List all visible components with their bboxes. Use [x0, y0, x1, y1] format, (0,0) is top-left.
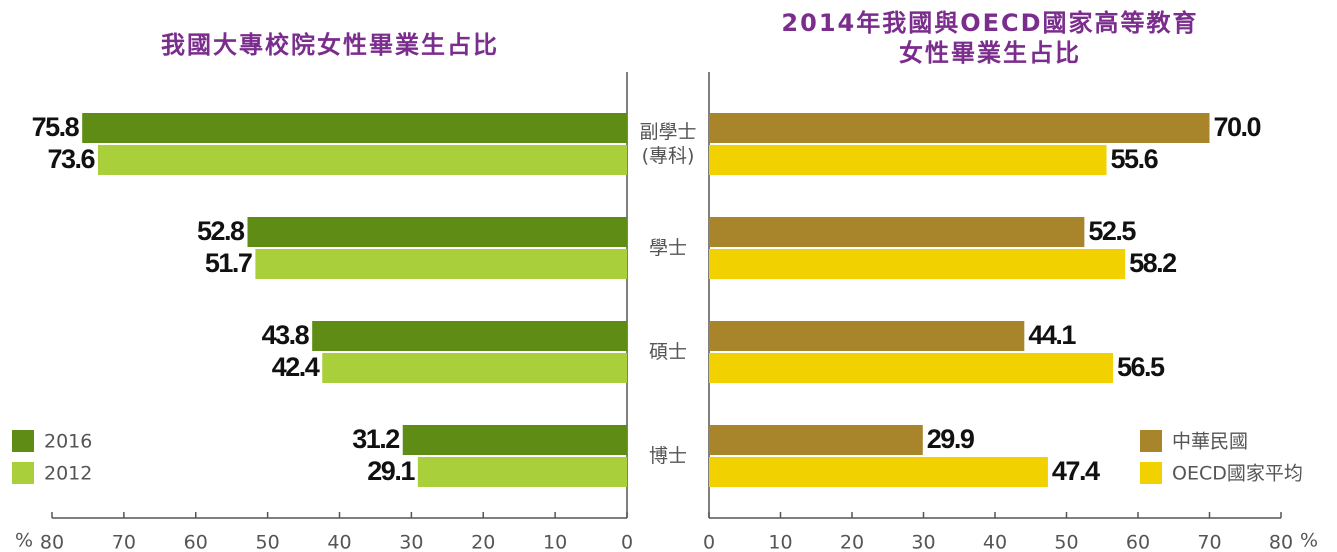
bar: [98, 145, 627, 175]
legend-label: OECD國家平均: [1172, 463, 1303, 485]
bar: [312, 321, 627, 351]
x-tick-label: 40: [327, 532, 351, 552]
data-label: 47.4: [1052, 456, 1100, 486]
bar: [322, 353, 627, 383]
x-tick-label: 60: [1126, 532, 1150, 552]
x-tick-label: 20: [840, 532, 864, 552]
bar: [82, 113, 627, 143]
category-label: 副學士 (專科): [639, 121, 697, 167]
data-label: 55.6: [1111, 144, 1159, 174]
legend-label: 2012: [44, 463, 92, 485]
category-label: 學士: [648, 237, 687, 259]
bar: [709, 217, 1085, 247]
chart-title: 我國大專校院女性畢業生占比: [161, 31, 499, 59]
data-label: 43.8: [262, 320, 310, 350]
bar: [709, 425, 923, 455]
x-tick-label: 80: [1269, 532, 1293, 552]
x-tick-label: 80: [40, 532, 64, 552]
bar: [709, 321, 1025, 351]
bar: [402, 425, 627, 455]
bar: [417, 457, 627, 487]
bar: [709, 249, 1126, 279]
x-tick-label: 50: [1054, 532, 1078, 552]
x-tick-label: 60: [184, 532, 208, 552]
x-tick-label: 30: [911, 532, 935, 552]
category-label: 博士: [648, 445, 687, 467]
x-tick-label: 50: [256, 532, 280, 552]
data-label: 51.7: [205, 248, 252, 278]
data-label: 29.9: [927, 424, 975, 454]
x-tick-label: 40: [983, 532, 1007, 552]
legend-swatch: [12, 462, 34, 484]
data-label: 56.5: [1117, 352, 1165, 382]
x-tick-label: 20: [471, 532, 495, 552]
chart-title: 2014年我國與OECD國家高等教育 女性畢業生占比: [781, 9, 1199, 67]
data-label: 70.0: [1214, 112, 1261, 142]
legend-swatch: [1140, 462, 1162, 484]
legend-swatch: [1140, 430, 1162, 452]
data-label: 75.8: [32, 112, 80, 142]
x-tick-label: 0: [621, 532, 633, 552]
x-tick-label: 10: [768, 532, 792, 552]
bar: [709, 113, 1210, 143]
data-label: 31.2: [352, 424, 399, 454]
category-label: 碩士: [648, 341, 687, 363]
legend-label: 2016: [44, 431, 92, 453]
bar: [709, 145, 1107, 175]
x-unit: %: [15, 530, 33, 552]
x-tick-label: 0: [703, 532, 715, 552]
legend-swatch: [12, 430, 34, 452]
x-tick-label: 70: [112, 532, 136, 552]
data-label: 29.1: [367, 456, 415, 486]
bar: [255, 249, 627, 279]
data-label: 58.2: [1129, 248, 1176, 278]
data-label: 44.1: [1028, 320, 1076, 350]
data-label: 73.6: [47, 144, 95, 174]
x-unit: %: [1300, 530, 1318, 552]
data-label: 52.8: [197, 216, 245, 246]
x-tick-label: 70: [1197, 532, 1221, 552]
bar: [709, 457, 1048, 487]
data-label: 42.4: [272, 352, 320, 382]
bar: [247, 217, 627, 247]
x-tick-label: 10: [543, 532, 567, 552]
data-label: 52.5: [1088, 216, 1136, 246]
x-tick-label: 30: [399, 532, 423, 552]
bar: [709, 353, 1113, 383]
legend-label: 中華民國: [1172, 431, 1248, 453]
